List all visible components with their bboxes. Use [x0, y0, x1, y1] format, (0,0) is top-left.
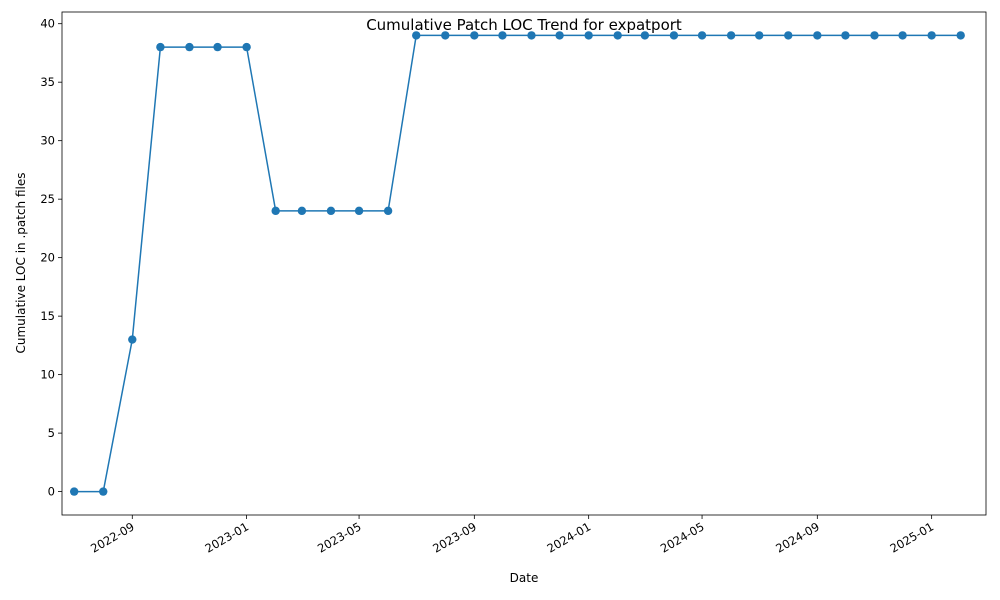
series-line: [74, 34, 961, 493]
y-tick-label: 30: [40, 134, 55, 148]
data-point: [755, 31, 764, 40]
x-tick-label: 2023-01: [202, 519, 251, 555]
data-point: [898, 31, 907, 40]
data-point: [213, 42, 222, 52]
y-axis-label: Cumulative LOC in .patch files: [14, 173, 28, 354]
y-tick-label: 10: [40, 368, 55, 382]
data-point: [669, 31, 679, 40]
data-point: [242, 42, 251, 52]
data-point: [383, 206, 393, 216]
x-axis-label: Date: [510, 571, 539, 585]
data-point: [956, 31, 965, 40]
data-point: [297, 206, 307, 216]
data-point: [927, 31, 936, 40]
data-point: [185, 42, 194, 52]
data-point: [441, 31, 450, 40]
plot-frame: [61, 11, 987, 516]
data-point: [813, 31, 822, 40]
x-tick-label: 2024-05: [658, 519, 707, 555]
plot-series: [69, 31, 965, 496]
data-point: [870, 31, 879, 40]
x-axis-ticks: 2022-09 2023-01 2023-05 2023-09 2024-01 2024-…: [88, 515, 936, 556]
data-point: [584, 31, 593, 40]
data-point: [271, 206, 280, 216]
x-tick-label: 2024-09: [773, 519, 822, 555]
y-tick-label: 25: [40, 192, 55, 206]
data-point: [99, 487, 108, 496]
data-point: [841, 31, 850, 40]
y-axis-ticks: 0 5 10 15 20 25 30 35 40: [40, 17, 62, 499]
data-point: [470, 31, 479, 40]
data-point: [354, 206, 364, 216]
data-point: [555, 31, 564, 40]
data-point: [697, 31, 707, 40]
data-point: [156, 42, 165, 52]
y-tick-label: 0: [48, 485, 55, 499]
x-tick-label: 2023-09: [430, 519, 479, 555]
y-tick-label: 15: [40, 309, 55, 323]
x-tick-label: 2022-09: [88, 519, 137, 555]
data-point: [412, 31, 421, 40]
y-tick-label: 40: [40, 17, 55, 31]
data-point: [128, 335, 137, 344]
data-point: [613, 31, 622, 40]
y-tick-label: 20: [40, 251, 55, 265]
data-point: [784, 31, 793, 40]
x-tick-label: 2025-01: [888, 519, 937, 555]
y-tick-label: 35: [40, 75, 55, 89]
chart-title: Cumulative Patch LOC Trend for expatport: [366, 16, 682, 34]
data-point: [527, 31, 536, 40]
data-point: [726, 31, 736, 40]
data-point: [326, 206, 336, 216]
y-tick-label: 5: [48, 426, 55, 440]
x-tick-label: 2023-05: [315, 519, 364, 555]
data-point: [69, 487, 79, 496]
x-tick-label: 2024-01: [545, 519, 594, 555]
data-point: [640, 31, 650, 40]
data-point: [498, 31, 507, 40]
